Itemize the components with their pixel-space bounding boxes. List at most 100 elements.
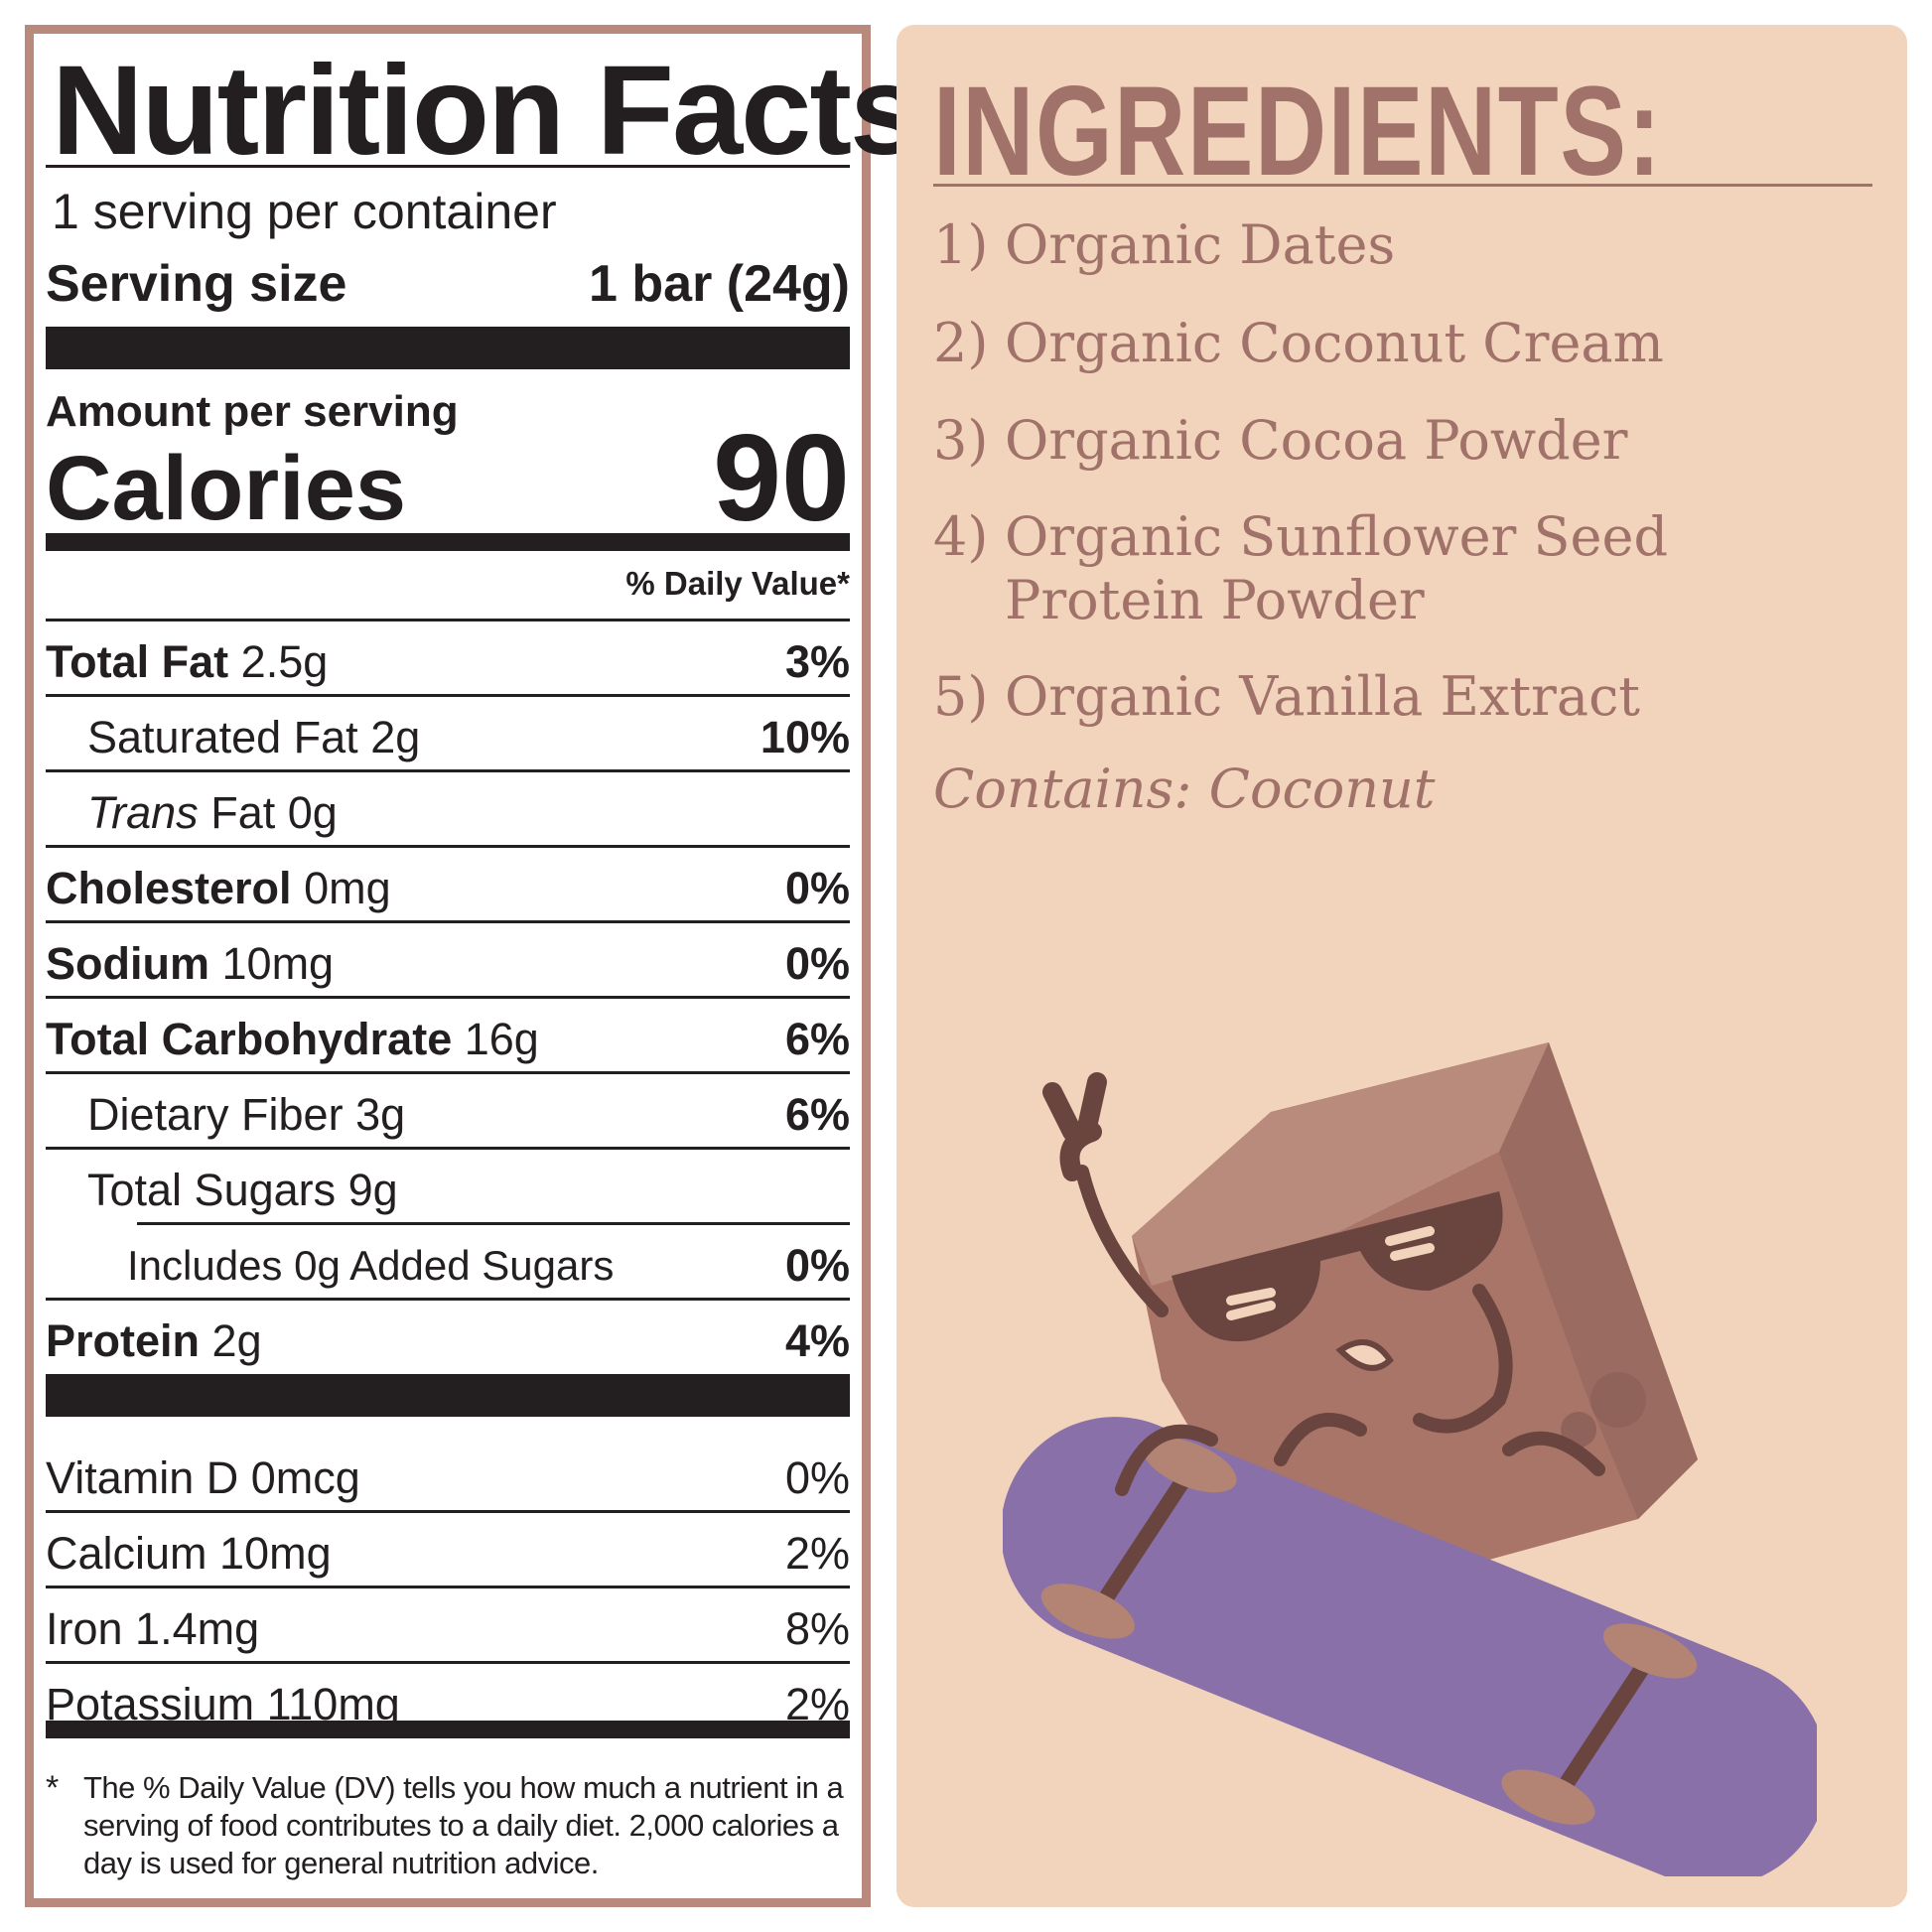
nutrient-amount: 10mg: [221, 938, 335, 989]
ingredient-text: Organic Coconut Cream: [1005, 312, 1664, 374]
divider: [46, 1071, 850, 1074]
nutrient-row-sodium: Sodium 10mg 0%: [46, 934, 850, 994]
ingredients-divider: [933, 184, 1872, 187]
footnote: * The % Daily Value (DV) tells you how m…: [46, 1769, 850, 1882]
nutrient-name: Total Sugars: [87, 1165, 337, 1215]
ingredient-text: Organic Cocoa Powder: [1005, 409, 1628, 472]
calories-value: 90: [713, 410, 850, 547]
nutrient-dv: 4%: [784, 1315, 850, 1366]
ingredient-item: 4) Organic Sunflower Seed Protein Powder: [933, 505, 1668, 632]
vitamin-dv: 2%: [784, 1528, 850, 1579]
medium-divider: [46, 1721, 850, 1738]
allergen-statement: Contains: Coconut: [933, 758, 1436, 820]
nutrient-row-total-sugars: Total Sugars 9g: [87, 1161, 850, 1220]
skateboard: [1003, 1417, 1817, 1876]
divider: [46, 1510, 850, 1513]
nutrition-facts-label: Nutrition Facts 1 serving per container …: [25, 25, 920, 1907]
nutrient-dv: 0%: [784, 938, 850, 989]
nutrient-dv: 6%: [784, 1089, 850, 1140]
medium-divider: [46, 533, 850, 551]
nutrient-dv: 0%: [784, 863, 850, 913]
vitamin-name: Vitamin D 0mcg: [46, 1452, 360, 1503]
nutrient-row-protein: Protein 2g 4%: [46, 1311, 850, 1371]
nutrient-amount: 0mg: [304, 863, 391, 913]
divider: [46, 845, 850, 848]
serving-size-row: Serving size 1 bar (24g): [46, 254, 850, 314]
peace-hand-icon: [1042, 1072, 1107, 1181]
divider: [46, 1661, 850, 1664]
nutrient-amount: 3g: [355, 1089, 406, 1140]
nutrient-amount: 2g: [211, 1315, 262, 1366]
ingredient-number: 4): [933, 505, 989, 568]
nutrient-row-cholesterol: Cholesterol 0mg 0%: [46, 859, 850, 918]
nutrient-name: Protein: [46, 1315, 201, 1366]
nutrient-dv: 0%: [784, 1240, 850, 1291]
ingredient-text: Protein Powder: [1005, 569, 1425, 631]
nutrient-name: Total Carbohydrate: [46, 1014, 453, 1064]
nutrient-amount: 9g: [347, 1165, 398, 1215]
nutrient-dv: 3%: [784, 636, 850, 687]
vitamin-dv: 8%: [784, 1603, 850, 1654]
daily-value-header: % Daily Value*: [625, 565, 850, 602]
thick-divider: [46, 327, 850, 369]
ingredient-item: 2) Organic Coconut Cream: [933, 312, 1664, 375]
nutrient-name-rest: Fat: [210, 787, 276, 838]
brownie-skateboard-mascot: [1003, 1042, 1817, 1876]
nutrition-facts-title: Nutrition Facts: [52, 40, 920, 182]
ingredient-text: Organic Vanilla Extract: [1005, 665, 1641, 728]
nutrient-name: Dietary Fiber: [87, 1089, 344, 1140]
footnote-asterisk: *: [46, 1769, 60, 1807]
divider: [137, 1222, 850, 1225]
leg: [1502, 1431, 1605, 1476]
mouth: [1335, 1339, 1394, 1371]
calories-label: Calories: [46, 438, 407, 539]
serving-size-value: 1 bar (24g): [589, 255, 850, 313]
vitamin-name: Calcium 10mg: [46, 1528, 332, 1579]
nutrient-name: Total Fat: [46, 636, 229, 687]
ingredient-item: 5) Organic Vanilla Extract: [933, 665, 1640, 729]
nutrient-name: Sodium: [46, 938, 209, 989]
ingredient-number: 1): [933, 213, 989, 276]
divider: [46, 1298, 850, 1301]
ingredient-text: Organic Sunflower Seed: [1005, 505, 1669, 568]
nutrient-row-total-fat: Total Fat 2.5g 3%: [46, 632, 850, 692]
divider: [46, 996, 850, 999]
arm: [1075, 1165, 1169, 1317]
divider: [46, 920, 850, 923]
vitamin-dv: 0%: [784, 1452, 850, 1503]
divider: [46, 619, 850, 621]
nutrient-dv: 10%: [759, 712, 850, 762]
ingredients-title: INGREDIENTS:: [933, 61, 1663, 203]
nutrient-amount: 0g: [287, 787, 338, 838]
ingredient-text: Organic Dates: [1005, 213, 1396, 276]
divider: [46, 694, 850, 697]
hands-on-board: [1115, 1413, 1367, 1496]
thick-divider: [46, 1374, 850, 1417]
arm: [1413, 1284, 1513, 1434]
nutrient-name: Saturated Fat: [87, 712, 358, 762]
nutrient-amount: 2.5g: [240, 636, 329, 687]
divider: [46, 165, 850, 168]
divider: [46, 1586, 850, 1588]
amount-per-serving: Amount per serving: [46, 387, 459, 436]
sunglasses-icon: [1172, 1191, 1503, 1342]
footnote-text: The % Daily Value (DV) tells you how muc…: [83, 1770, 844, 1880]
nutrient-name: Trans: [87, 787, 199, 838]
servings-per-container: 1 serving per container: [52, 184, 557, 239]
vitamin-row: Calcium 10mg 2%: [46, 1524, 850, 1584]
nutrient-dv: 6%: [784, 1014, 850, 1064]
nutrient-name: Includes 0g Added Sugars: [127, 1242, 615, 1289]
vitamin-row: Iron 1.4mg 8%: [46, 1599, 850, 1659]
nutrient-row-trans-fat: Trans Fat 0g: [87, 783, 850, 843]
vitamin-row: Vitamin D 0mcg 0%: [46, 1449, 850, 1508]
nutrient-row-total-carbohydrate: Total Carbohydrate 16g 6%: [46, 1010, 850, 1069]
nutrient-row-dietary-fiber: Dietary Fiber 3g 6%: [87, 1085, 850, 1145]
divider: [46, 769, 850, 772]
nutrient-name: Cholesterol: [46, 863, 292, 913]
nutrient-row-saturated-fat: Saturated Fat 2g 10%: [87, 708, 850, 767]
nutrient-amount: 2g: [370, 712, 421, 762]
ingredient-item: 1) Organic Dates: [933, 213, 1395, 277]
nutrient-amount: 16g: [464, 1014, 539, 1064]
serving-size-label: Serving size: [46, 255, 347, 313]
ingredient-number: 3): [933, 409, 989, 472]
